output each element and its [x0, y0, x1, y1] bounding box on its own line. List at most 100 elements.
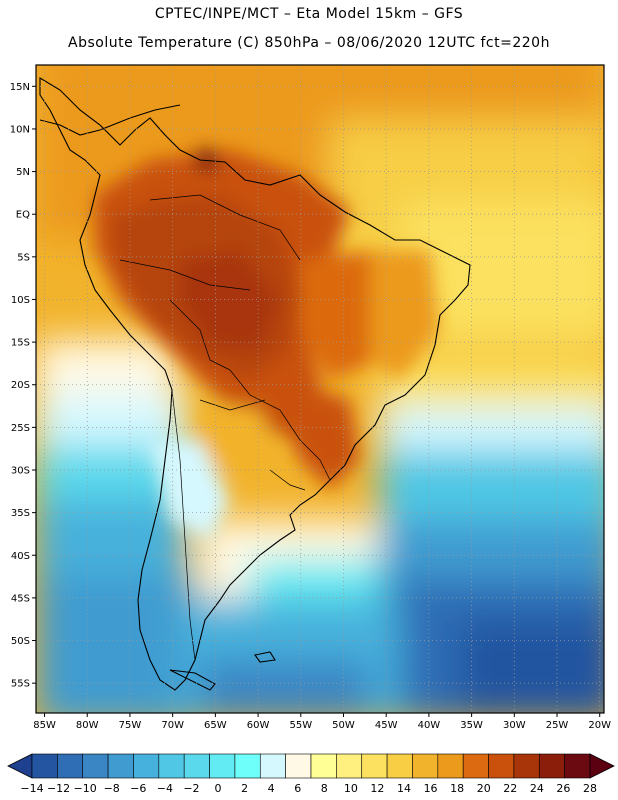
field-chaco — [200, 400, 280, 480]
lat-tick-label: 15S — [11, 338, 30, 349]
lon-tick-label: 20W — [588, 720, 611, 731]
colorbar-swatch — [564, 753, 591, 779]
temperature-field — [36, 65, 604, 713]
colorbar-label: 24 — [530, 782, 544, 795]
coastlines — [39, 77, 471, 691]
colorbar-label: −6 — [130, 782, 146, 795]
lon-tick-label: 65W — [204, 720, 227, 731]
longitude-axis: 85W 80W 75W 70W 65W 60W 55W 50W 45W 40W 35W 30W 25W 2… — [33, 713, 611, 731]
colorbar-label: 10 — [344, 782, 358, 795]
lat-tick-label: 25S — [11, 423, 30, 434]
colorbar-arrow-high — [589, 753, 615, 779]
colorbar-label: 26 — [556, 782, 570, 795]
colorbar-swatch — [57, 753, 84, 779]
colorbar-swatch — [462, 753, 489, 779]
colorbar-label: −2 — [183, 782, 199, 795]
colorbar-label: 0 — [215, 782, 222, 795]
coastline-falklands — [254, 651, 276, 663]
colorbar-swatch — [412, 753, 439, 779]
lat-tick-label: 5N — [16, 167, 30, 178]
lon-tick-label: 80W — [76, 720, 99, 731]
plot-frame — [35, 64, 605, 714]
colorbar-swatch — [259, 753, 286, 779]
latitude-axis: 15N 10N 5N EQ 5S 10S 15S 20S 25S 30S 35S 40S 45S 50S 5… — [10, 82, 36, 690]
colorbar-label: 2 — [241, 782, 248, 795]
lon-tick-label: 50W — [332, 720, 355, 731]
colorbar-swatch — [386, 753, 413, 779]
field-brazil-coast — [370, 250, 440, 380]
colorbar-label: 4 — [268, 782, 275, 795]
lon-tick-label: 45W — [375, 720, 398, 731]
colorbar-swatch — [513, 753, 540, 779]
field-drake-cold — [200, 660, 370, 713]
border-line — [229, 369, 301, 441]
colorbar-label: 20 — [477, 782, 491, 795]
colorbar-swatch — [234, 753, 261, 779]
colorbar-swatch — [133, 753, 160, 779]
graticule — [36, 65, 604, 713]
field-pacific-mid — [36, 500, 186, 580]
border-line — [171, 389, 196, 661]
colorbar-label: 6 — [294, 782, 301, 795]
lon-tick-label: 60W — [247, 720, 270, 731]
border-line — [299, 439, 331, 481]
colorbar-label: 18 — [450, 782, 464, 795]
field-core-hot — [180, 250, 280, 350]
lat-tick-label: 45S — [11, 593, 30, 604]
colorbar-label: 12 — [370, 782, 384, 795]
colorbar-label: −12 — [47, 782, 70, 795]
coastline-caribbean — [39, 104, 181, 136]
colorbar-swatch — [285, 753, 312, 779]
lon-tick-label: 35W — [460, 720, 483, 731]
chart-title: CPTEC/INPE/MCT – Eta Model 15km – GFS — [154, 6, 464, 22]
colorbar-label: −4 — [157, 782, 173, 795]
lon-tick-label: 30W — [503, 720, 526, 731]
coastline-south-america — [39, 77, 471, 691]
colorbar-swatch — [31, 753, 58, 779]
lon-tick-label: 85W — [33, 720, 56, 731]
lat-tick-label: 20S — [11, 380, 30, 391]
lat-tick-label: 50S — [11, 636, 30, 647]
colorbar-swatch — [209, 753, 236, 779]
border-line — [199, 399, 266, 411]
colorbar-label: 8 — [321, 782, 328, 795]
border-line — [169, 299, 231, 371]
lat-tick-label: 55S — [11, 679, 30, 690]
lat-tick-label: 35S — [11, 508, 30, 519]
country-borders — [119, 194, 331, 661]
field-deep-cold — [460, 620, 604, 713]
colorbar-swatch — [361, 753, 388, 779]
colorbar-swatch — [538, 753, 565, 779]
colorbar-label: −8 — [104, 782, 120, 795]
field-south-brazil — [280, 380, 360, 490]
chart-subtitle: Absolute Temperature (C) 850hPa – 08/06/… — [68, 35, 550, 51]
lat-tick-label: 40S — [11, 551, 30, 562]
colorbar-label: 14 — [397, 782, 411, 795]
colorbar-label: −14 — [20, 782, 43, 795]
colorbar-swatch — [158, 753, 185, 779]
colorbar-label: −10 — [74, 782, 97, 795]
border-line — [269, 469, 306, 491]
colorbar-swatch — [183, 753, 210, 779]
lat-tick-label: 10N — [10, 124, 30, 135]
lon-tick-label: 75W — [119, 720, 142, 731]
lat-tick-label: EQ — [16, 210, 30, 221]
lon-tick-label: 70W — [161, 720, 184, 731]
colorbar-swatch — [82, 753, 109, 779]
lon-tick-label: 40W — [418, 720, 441, 731]
colorbar: −14 −12 −10 −8 −6 −4 −2 0 2 4 6 8 10 12 14 16 18 20 22 24 26… — [7, 753, 615, 795]
colorbar-swatch — [107, 753, 134, 779]
colorbar-label: 22 — [503, 782, 517, 795]
colorbar-swatch — [437, 753, 464, 779]
lat-tick-label: 5S — [17, 252, 30, 263]
lat-tick-label: 10S — [11, 295, 30, 306]
field-atlantic-cyan — [380, 450, 604, 520]
lon-tick-label: 25W — [546, 720, 569, 731]
lat-tick-label: 15N — [10, 82, 30, 93]
colorbar-swatch — [310, 753, 337, 779]
lon-tick-label: 55W — [289, 720, 312, 731]
colorbar-swatch — [336, 753, 363, 779]
coastline-tierra-del-fuego — [169, 669, 216, 691]
lat-tick-label: 30S — [11, 466, 30, 477]
